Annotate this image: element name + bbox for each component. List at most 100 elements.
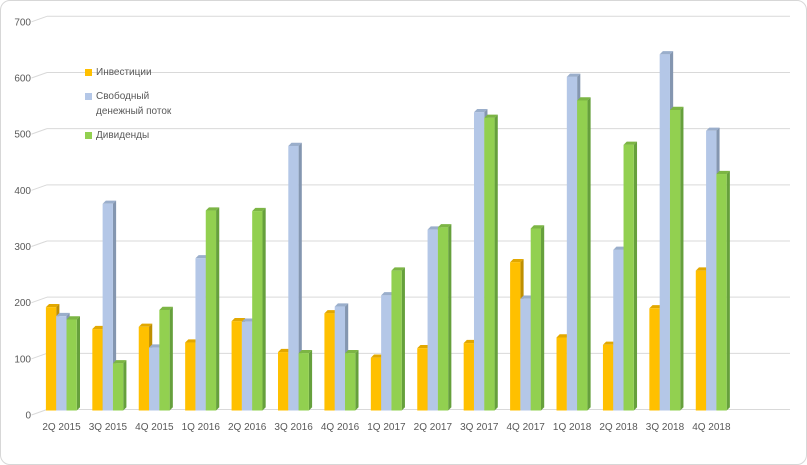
y-axis-tick-label: 0 [25, 411, 31, 422]
bar-front-face [102, 203, 113, 411]
x-axis-category-label: 1Q 2017 [367, 422, 406, 433]
bar-top-face [149, 344, 163, 348]
bar-dividends-3q-2017 [484, 114, 498, 411]
bar-side-face [680, 106, 684, 411]
bar-front-face [241, 321, 253, 411]
bar-front-face [577, 100, 588, 411]
bar-side-face [76, 316, 80, 411]
bar-top-face [577, 97, 591, 101]
bar-side-face [448, 224, 452, 411]
bar-dividends-3q-2018 [669, 106, 684, 411]
bar-side-face [112, 200, 117, 411]
bar-front-face [381, 295, 392, 411]
axis-tick [31, 409, 48, 416]
bar-front-face [159, 309, 170, 411]
bar-front-face [92, 329, 103, 411]
axis-tick [31, 128, 48, 135]
bar-dividends-4q-2017 [530, 225, 545, 411]
axis-tick [31, 352, 48, 360]
bar-side-face [169, 306, 173, 411]
bar-side-face [216, 207, 220, 411]
bar-top-face [159, 306, 173, 310]
bar-front-face [623, 144, 634, 411]
bar-top-face [566, 73, 581, 77]
bar-top-face [205, 207, 220, 211]
bar-top-face [138, 323, 153, 327]
bar-dividends-1q-2017 [391, 267, 405, 411]
bar-dividends-4q-2016 [345, 350, 359, 411]
bar-front-face [602, 344, 614, 411]
bar-dividends-2q-2016 [252, 207, 266, 411]
legend-item-dividends: Дивиденды [85, 128, 177, 143]
axis-tick [31, 72, 48, 79]
bar-top-face [370, 354, 385, 358]
bar-top-face [45, 303, 60, 308]
bar-top-face [695, 267, 710, 271]
bar-front-face [278, 352, 289, 411]
y-axis-tick-label: 300 [14, 242, 31, 253]
bar-top-face [716, 170, 730, 175]
legend-label-investments: Инвестиции [96, 67, 152, 78]
bar-top-face [288, 142, 302, 146]
legend-item-free-cash-flow: Свободный денежный поток [85, 89, 177, 119]
x-axis-category-label: 4Q 2016 [321, 422, 360, 433]
bar-side-face [298, 142, 302, 411]
bar-side-face [355, 350, 359, 411]
bar-top-face [195, 255, 209, 259]
bar-front-face [706, 130, 717, 411]
x-axis-category-label: 2Q 2018 [599, 422, 638, 433]
bar-front-face [391, 270, 402, 411]
bar-front-face [473, 112, 485, 411]
bar-front-face [463, 343, 474, 411]
legend-swatch-dividends [85, 132, 92, 139]
bar-side-face [262, 207, 266, 411]
bar-front-face [437, 227, 449, 411]
bar-front-face [324, 313, 335, 411]
bar-top-face [231, 317, 246, 322]
x-axis-category-label: 4Q 2015 [135, 422, 174, 433]
bar-side-face [541, 225, 545, 411]
legend-swatch-free-cash-flow [85, 93, 92, 100]
bar-front-face [716, 174, 727, 411]
bar-top-face [334, 303, 349, 307]
chart-legend: Инвестиции Свободный денежный поток Диви… [85, 65, 177, 143]
x-axis-category-label: 2Q 2015 [42, 422, 81, 433]
x-axis-category-label: 2Q 2017 [414, 422, 453, 433]
bar-top-face [659, 51, 674, 55]
bar-front-face [298, 353, 309, 411]
bar-top-face [623, 141, 638, 145]
bar-front-face [185, 342, 196, 411]
bar-front-face [345, 353, 356, 411]
bar-top-face [463, 339, 478, 344]
axis-tick [31, 296, 48, 304]
bar-dividends-2q-2015 [66, 316, 80, 411]
bar-side-face [633, 141, 638, 411]
x-axis-category-label: 4Q 2017 [507, 422, 546, 433]
bar-side-face [401, 267, 405, 411]
bar-front-face [669, 109, 681, 411]
bar-front-face [252, 211, 263, 411]
x-axis-category-label: 3Q 2016 [274, 422, 313, 433]
bar-top-face [102, 200, 117, 204]
bar-dividends-2q-2018 [623, 141, 638, 411]
bar-top-face [345, 350, 359, 354]
bar-top-face [669, 106, 684, 110]
x-axis-category-label: 2Q 2016 [228, 422, 267, 433]
bar-front-face [417, 348, 428, 411]
y-axis-tick-label: 200 [14, 298, 31, 309]
bar-top-face [298, 350, 313, 354]
bar-dividends-1q-2018 [577, 97, 591, 411]
bar-front-face [56, 316, 67, 411]
bar-front-face [659, 54, 670, 411]
legend-swatch-investments [85, 69, 92, 76]
bar-front-face [195, 258, 206, 411]
bar-top-face [185, 339, 199, 343]
bar-dividends-4q-2018 [716, 170, 730, 411]
bar-front-face [370, 357, 382, 411]
bar-front-face [112, 363, 124, 411]
bar-top-face [112, 360, 127, 364]
bar-side-face [123, 360, 127, 411]
bar-top-face [252, 207, 266, 212]
bar-top-face [66, 316, 80, 320]
